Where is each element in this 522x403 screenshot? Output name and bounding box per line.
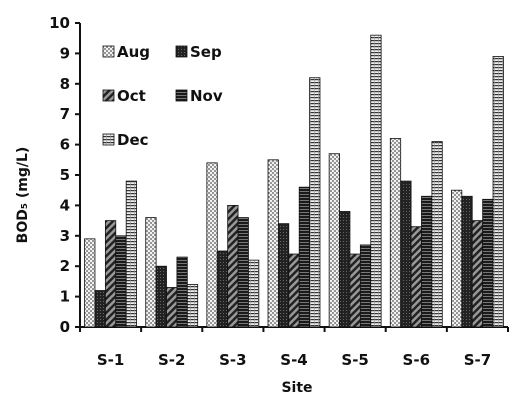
bar-dec-s-4 bbox=[309, 77, 321, 328]
bar-nov-s-1 bbox=[115, 235, 127, 328]
y-tick-label: 8 bbox=[60, 75, 70, 93]
bar-sep-s-6 bbox=[400, 180, 412, 328]
x-tick-label: S-6 bbox=[403, 351, 430, 369]
x-tick-label: S-2 bbox=[158, 351, 185, 369]
bar-nov-s-7 bbox=[482, 198, 494, 328]
y-tick-label: 7 bbox=[60, 105, 70, 123]
legend-swatch-dec bbox=[102, 133, 115, 146]
legend-label-oct: Oct bbox=[117, 87, 146, 105]
bar-sep-s-7 bbox=[461, 195, 473, 328]
legend-swatch-sep bbox=[175, 45, 188, 58]
bar-oct-s-1 bbox=[104, 220, 117, 328]
bar-dec-s-5 bbox=[370, 34, 382, 328]
bar-aug-s-3 bbox=[206, 162, 218, 328]
legend-swatch-oct bbox=[102, 89, 115, 102]
legend-label-dec: Dec bbox=[117, 131, 149, 149]
bar-oct-s-7 bbox=[471, 220, 484, 328]
bar-dec-s-3 bbox=[248, 259, 260, 328]
y-tick-label: 10 bbox=[49, 14, 70, 32]
bar-aug-s-2 bbox=[145, 217, 157, 328]
y-tick-label: 0 bbox=[60, 318, 70, 336]
bar-nov-s-4 bbox=[298, 186, 311, 328]
bar-nov-s-6 bbox=[421, 195, 433, 328]
legend-label-sep: Sep bbox=[190, 43, 222, 61]
bar-nov-s-2 bbox=[176, 256, 188, 328]
y-tick-label: 5 bbox=[60, 166, 70, 184]
bar-aug-s-6 bbox=[389, 138, 402, 328]
y-tick-label: 6 bbox=[60, 136, 70, 154]
bar-dec-s-7 bbox=[492, 56, 504, 328]
bar-oct-s-5 bbox=[349, 253, 361, 328]
x-tick-label: S-4 bbox=[280, 351, 307, 369]
bar-sep-s-3 bbox=[216, 250, 229, 328]
y-axis-title: BOD₅ (mg/L) bbox=[15, 147, 31, 244]
bar-dec-s-6 bbox=[431, 141, 443, 328]
y-tick-label: 1 bbox=[60, 288, 70, 306]
y-tick-label: 9 bbox=[60, 44, 70, 62]
bar-oct-s-6 bbox=[410, 226, 422, 328]
x-tick-label: S-1 bbox=[97, 351, 124, 369]
bar-aug-s-5 bbox=[328, 153, 340, 328]
bar-aug-s-7 bbox=[451, 189, 463, 328]
x-tick-label: S-5 bbox=[341, 351, 368, 369]
bar-oct-s-2 bbox=[166, 287, 178, 328]
x-tick-label: S-3 bbox=[219, 351, 246, 369]
legend: Aug Sep Oct Nov Dec bbox=[102, 43, 223, 149]
legend-swatch-aug bbox=[102, 45, 115, 58]
y-tick-label: 4 bbox=[60, 196, 70, 214]
legend-swatch-nov bbox=[175, 89, 188, 102]
bar-nov-s-5 bbox=[359, 244, 372, 328]
bar-nov-s-3 bbox=[237, 217, 249, 328]
bar-sep-s-1 bbox=[94, 290, 106, 328]
bar-sep-s-4 bbox=[277, 223, 290, 328]
bar-dec-s-1 bbox=[125, 180, 137, 328]
y-tick-label: 3 bbox=[60, 227, 70, 245]
bar-sep-s-5 bbox=[339, 211, 351, 328]
bar-dec-s-2 bbox=[186, 284, 199, 328]
legend-label-aug: Aug bbox=[117, 43, 150, 61]
bar-oct-s-3 bbox=[227, 204, 239, 328]
bar-aug-s-4 bbox=[267, 159, 279, 328]
bar-aug-s-1 bbox=[84, 238, 96, 328]
bar-sep-s-2 bbox=[155, 265, 167, 328]
y-tick-label: 2 bbox=[60, 257, 70, 275]
x-axis-title: Site bbox=[281, 380, 312, 396]
bars-layer bbox=[84, 34, 504, 328]
axes: 0 1 2 3 4 5 6 7 8 9 10 S-1 S-2 S-3 S-4 S-5 S-6 S-7 bbox=[49, 14, 509, 369]
legend-label-nov: Nov bbox=[190, 87, 223, 105]
bar-oct-s-4 bbox=[288, 253, 300, 328]
x-tick-label: S-7 bbox=[464, 351, 491, 369]
